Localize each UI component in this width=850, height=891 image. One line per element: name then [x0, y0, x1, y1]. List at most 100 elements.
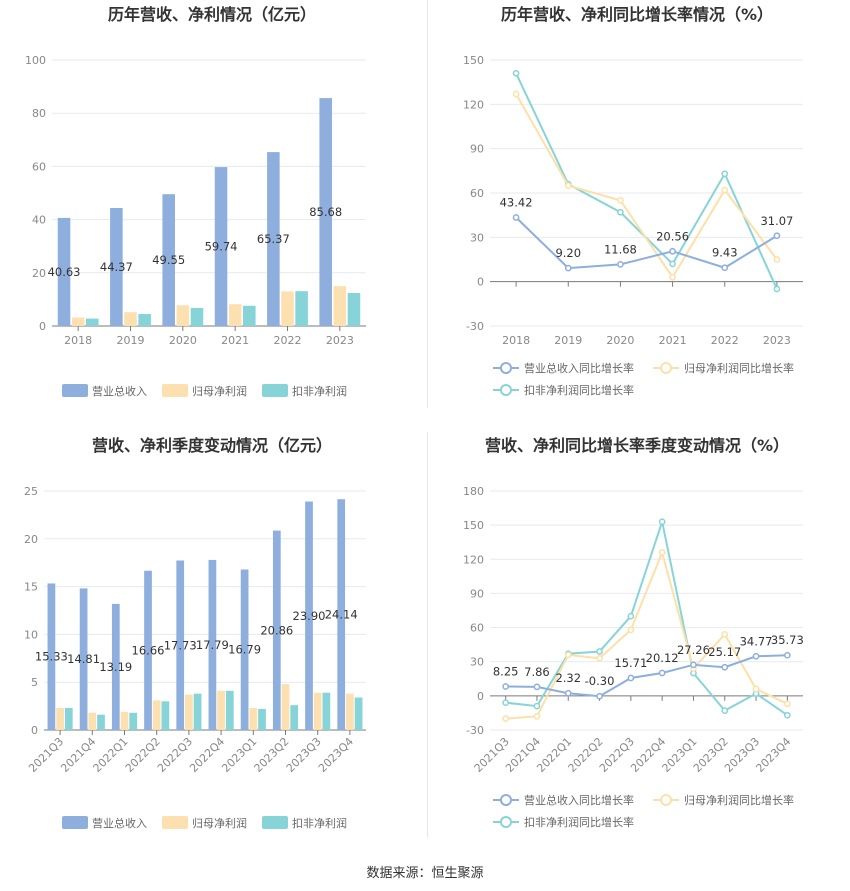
data-point: [564, 264, 572, 272]
bar: [110, 207, 123, 326]
data-point: [617, 208, 624, 216]
quarterly-amount-svg: 营收、净利季度变动情况（亿元）05101520252021Q32021Q4202…: [24, 436, 366, 830]
bar: [319, 98, 332, 326]
quarterly-growth-chart: 营收、净利同比增长率季度变动情况（%） -30 0 30 60 90 120 150 180 20…: [425, 430, 850, 860]
y-tick-label: 15: [24, 581, 38, 594]
bar: [225, 690, 234, 730]
bar-value-label: 13.19: [99, 660, 132, 674]
bar: [295, 291, 308, 326]
y-tick-label: 80: [32, 107, 46, 120]
bar-value-label: 20.86: [260, 623, 293, 637]
chart-title: 营收、净利同比增长率季度变动情况（%）: [485, 436, 789, 455]
y-tick-label: 120: [463, 98, 484, 111]
bar: [240, 569, 249, 730]
y-tick-label: -30: [466, 320, 484, 333]
bar: [272, 530, 281, 730]
data-point: [533, 702, 541, 710]
bar: [138, 314, 151, 326]
point-value-label: 20.12: [646, 651, 679, 665]
y-tick-label: 60: [470, 622, 484, 635]
bar: [333, 286, 347, 326]
data-point: [773, 232, 781, 240]
y-tick-label: 25: [24, 485, 38, 498]
legend-marker: [660, 362, 672, 374]
x-tick-label: 2023: [763, 334, 791, 347]
bar: [190, 307, 204, 326]
data-point: [690, 661, 697, 669]
bar: [249, 708, 258, 730]
bar: [337, 499, 346, 730]
bar: [71, 317, 85, 326]
series-line: [505, 654, 788, 698]
data-point: [596, 648, 603, 655]
legend-label: 扣非净利润: [292, 816, 347, 830]
series-line: [505, 517, 788, 717]
series-line: [515, 216, 778, 270]
bar-value-label: 14.81: [67, 652, 100, 666]
point-value-label: 8.25: [493, 664, 519, 678]
annual-amount-svg: 历年营收、净利情况（亿元） 0 20 40 60 80 100 2018 2019 2020 202…: [25, 5, 366, 398]
legend-label: 营业总收入: [92, 816, 147, 830]
bar: [267, 152, 280, 326]
x-tick-label: 2023Q4: [753, 735, 793, 775]
data-point: [721, 631, 729, 638]
data-point: [773, 256, 781, 263]
bar: [152, 700, 161, 730]
legend-label: 营业总收入同比增长率: [524, 361, 634, 375]
x-tick-label: 2021: [221, 334, 249, 347]
point-value-label: 2.32: [555, 671, 581, 685]
annual-growth-svg: 历年营收、净利同比增长率情况（%） -30 0 30 60 90 120 150 2018 201…: [463, 5, 803, 397]
bar: [111, 603, 120, 730]
x-tick-label: 2019: [554, 334, 582, 347]
legend-label: 归母净利润同比增长率: [684, 793, 794, 807]
data-point: [502, 683, 510, 690]
bar: [176, 560, 185, 730]
bar: [97, 714, 105, 730]
bar-value-label: 16.66: [132, 643, 165, 657]
y-tick-label: 0: [31, 724, 38, 737]
data-point: [627, 626, 635, 634]
annual-amount-chart: 历年营收、净利情况（亿元） 0 20 40 60 80 100 2018 2019 2020 202…: [0, 0, 425, 430]
legend-label: 扣非净利润同比增长率: [524, 815, 634, 829]
y-tick-label: 120: [463, 553, 484, 566]
y-tick-label: 150: [463, 519, 484, 532]
bar: [129, 712, 138, 730]
x-tick-label: 2018: [64, 334, 92, 347]
data-point: [721, 707, 729, 715]
data-point: [784, 711, 791, 719]
bar: [47, 583, 56, 730]
legend-label: 归母净利润: [192, 816, 247, 830]
point-value-label: 31.07: [760, 214, 793, 228]
annual-growth-chart: 历年营收、净利同比增长率情况（%） -30 0 30 60 90 120 150 2018 201…: [425, 0, 850, 430]
data-point: [617, 261, 624, 268]
bar-value-label: 44.37: [100, 260, 133, 274]
x-tick-label: 2023Q4: [316, 735, 356, 775]
data-point: [512, 69, 520, 77]
data-point: [669, 247, 676, 255]
bar: [79, 588, 88, 730]
y-tick-label: 0: [477, 276, 484, 289]
chart-title: 历年营收、净利同比增长率情况（%）: [501, 5, 773, 24]
data-point: [669, 273, 676, 281]
x-tick-label: 2022: [711, 334, 739, 347]
legend-marker: [500, 362, 512, 374]
point-value-label: 25.17: [708, 645, 741, 659]
data-point: [617, 197, 624, 204]
data-point: [512, 214, 520, 221]
y-tick-label: 30: [470, 231, 484, 244]
point-value-label: 9.43: [712, 246, 738, 260]
divider-bottom: [427, 432, 428, 838]
bar-value-label: 17.73: [164, 638, 197, 652]
bar: [120, 711, 129, 730]
legend-label: 营业总收入同比增长率: [524, 793, 634, 807]
bar: [88, 712, 97, 730]
bar: [290, 705, 299, 730]
y-tick-label: 180: [463, 485, 484, 498]
bar: [322, 692, 331, 730]
legend-swatch: [62, 816, 88, 829]
point-value-label: 34.77: [740, 634, 773, 648]
data-point: [752, 652, 760, 660]
y-tick-label: 100: [25, 54, 46, 67]
bar: [354, 697, 363, 730]
bar: [347, 293, 361, 326]
